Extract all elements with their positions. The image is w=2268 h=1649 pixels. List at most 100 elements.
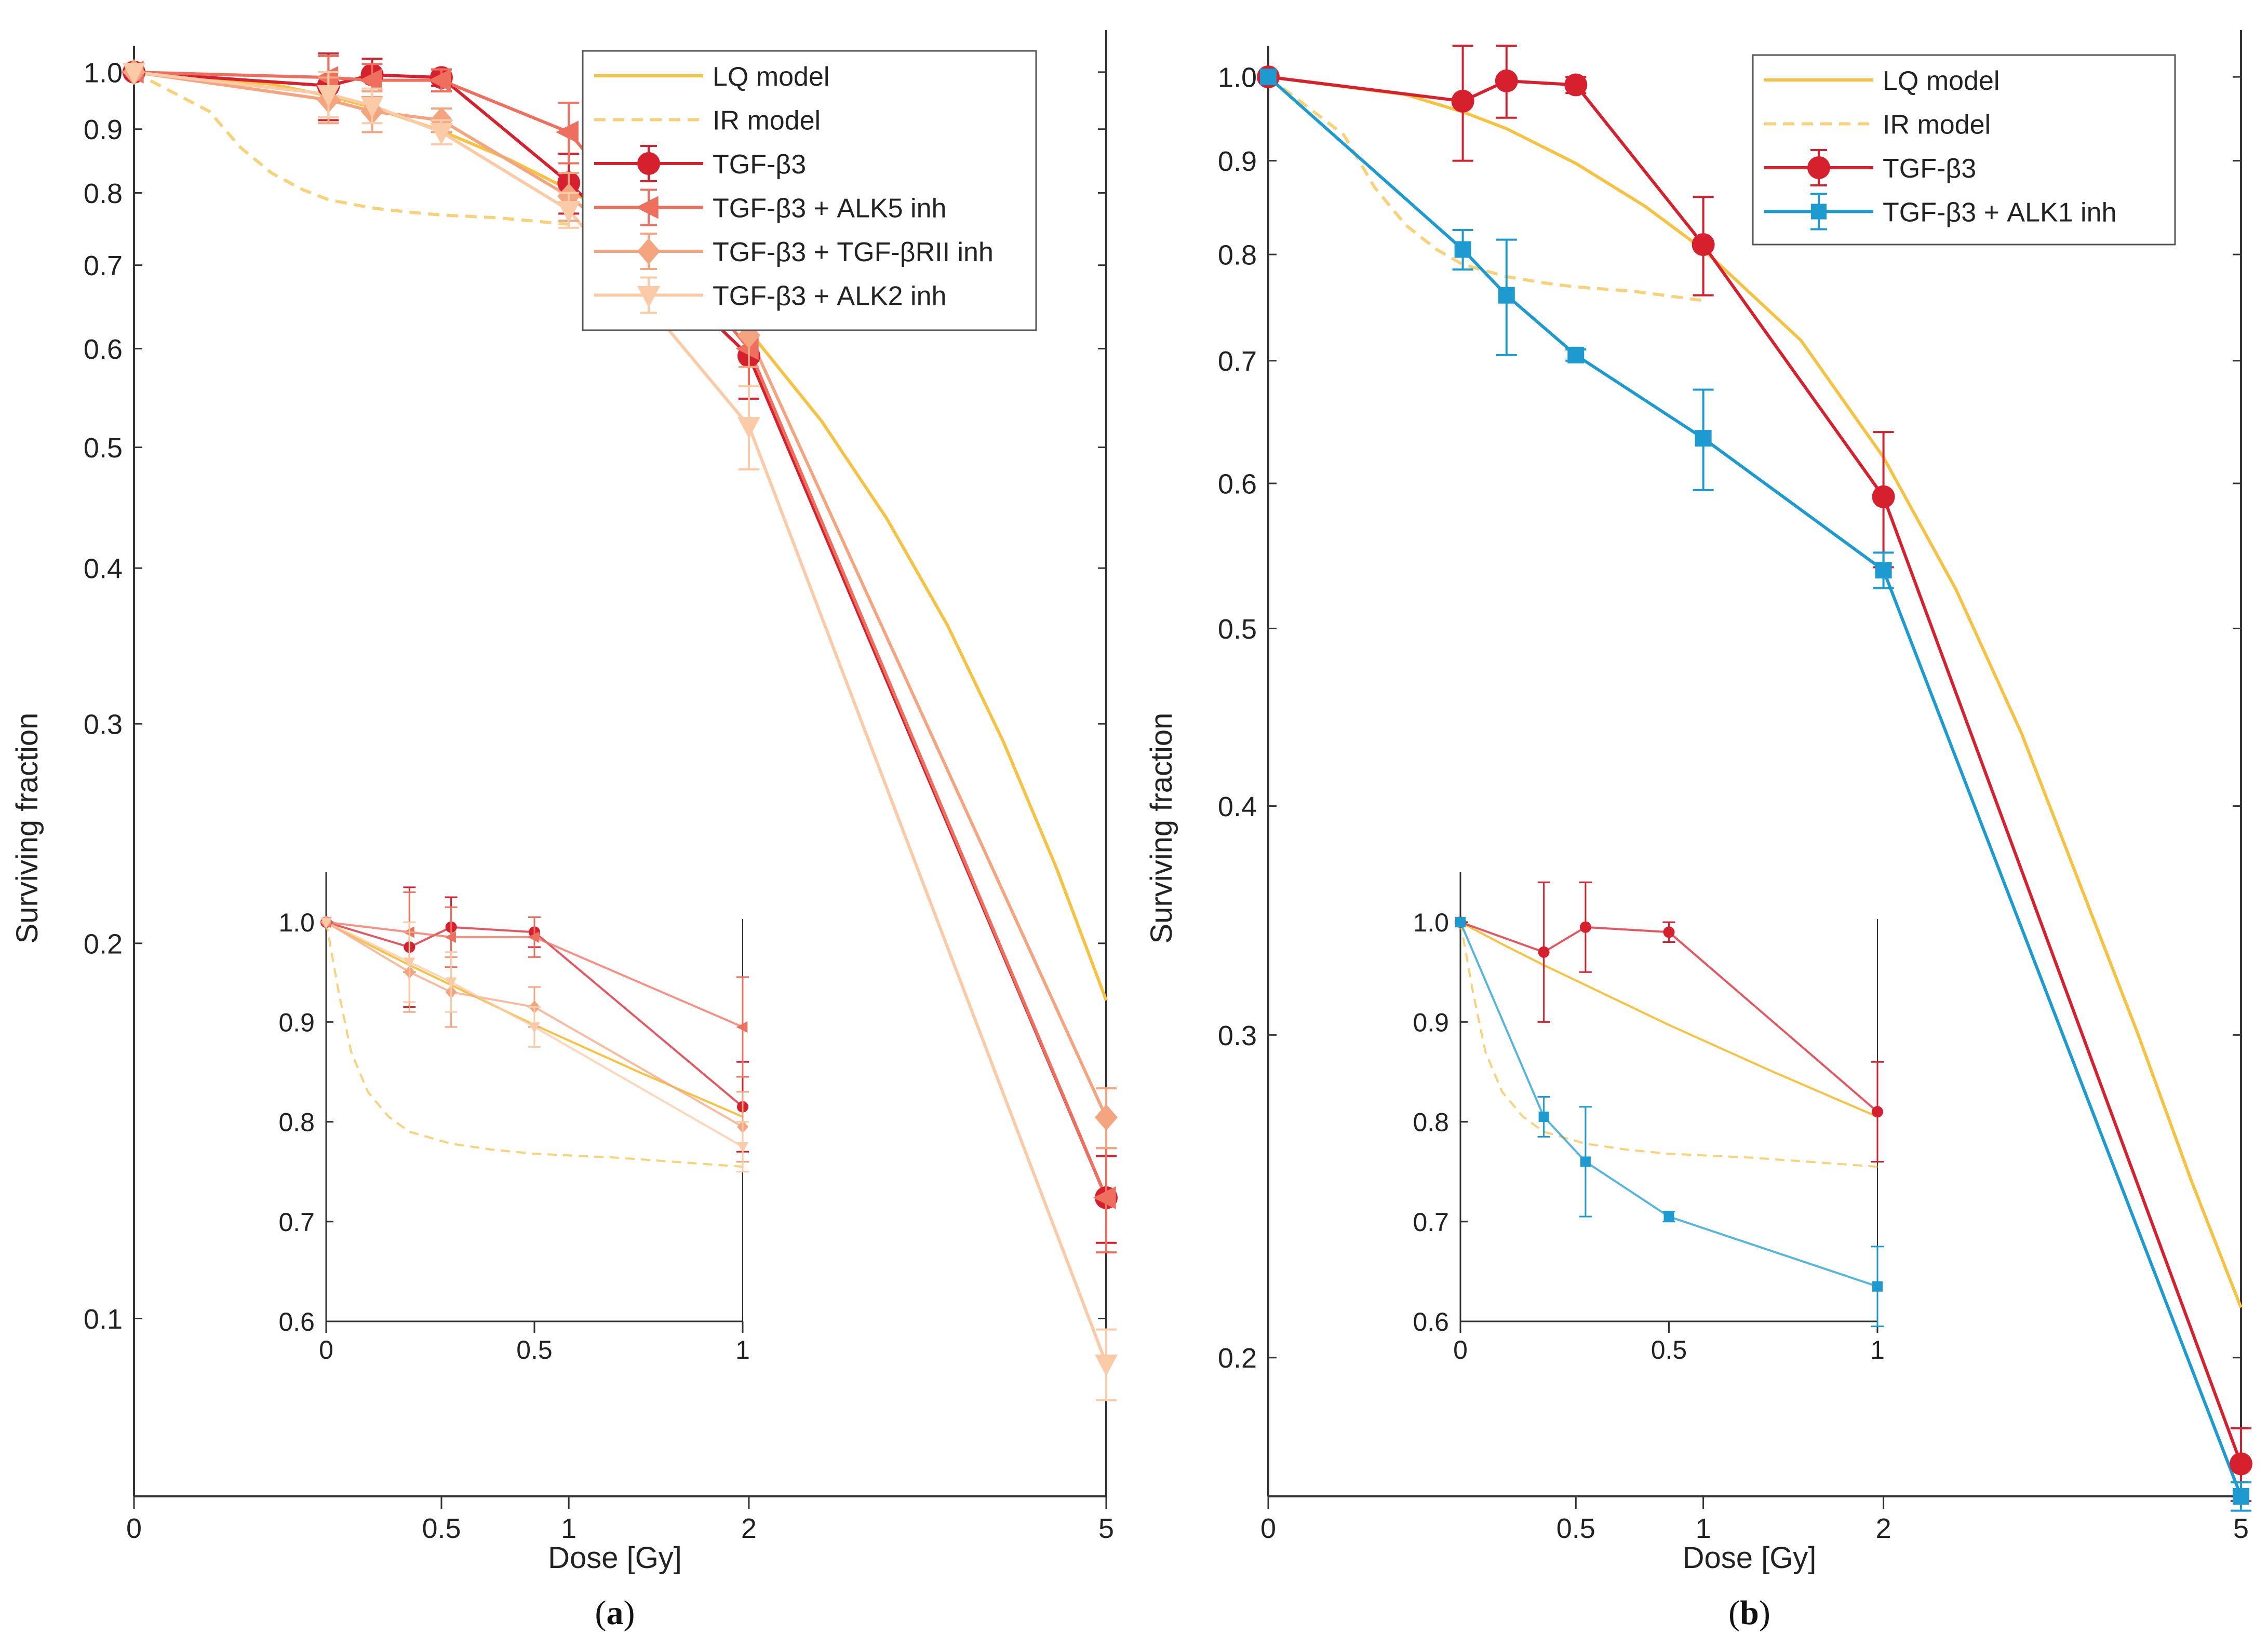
y-tick-label: 0.9 [1413, 1008, 1449, 1037]
panel-label: (a) [595, 1594, 635, 1632]
x-tick-label: 0.5 [516, 1335, 553, 1364]
data-point-marker [1093, 1186, 1116, 1209]
panel-label: (b) [1728, 1594, 1770, 1632]
x-tick-label: 1 [1870, 1335, 1885, 1364]
legend-marker [1811, 204, 1827, 220]
main-plot-1: 0.2 0.3 0.4 0.5 0.6 0.7 0.8 0.9 1.0 0 0.5 1 2 5 LQ mod… [1218, 30, 2252, 1544]
inset-plot-1: 0.6 0.7 0.8 0.9 1.0 0 0.5 1 [1413, 872, 1885, 1364]
data-point-marker [1580, 1156, 1591, 1167]
legend-box [582, 50, 1037, 331]
y-tick-label: 0.7 [1218, 346, 1257, 377]
data-point-marker [1663, 926, 1675, 938]
legend-label: TGF-β3 [713, 150, 806, 180]
y-tick-label: 0.5 [84, 432, 123, 464]
x-tick-label: 0 [1453, 1335, 1468, 1364]
y-tick-label: 0.7 [278, 1208, 315, 1237]
y-tick-label: 0.1 [84, 1304, 123, 1335]
panel-label-close: ) [624, 1594, 635, 1632]
data-point-marker [1872, 485, 1895, 508]
data-point-marker [1455, 917, 1466, 928]
data-point-marker [1454, 241, 1471, 258]
legend-label: TGF-β3 + ALK5 inh [713, 194, 946, 224]
data-point-marker [2230, 1452, 2252, 1476]
y-tick-label: 0.5 [1218, 614, 1257, 645]
y-tick-label: 0.7 [1413, 1208, 1449, 1237]
y-axis-label: Surviving fraction [1145, 713, 1178, 944]
data-point-marker [1495, 69, 1518, 92]
legend-marker [637, 286, 660, 308]
data-point-marker [555, 120, 579, 144]
series-line-tgf-3 [1460, 921, 1878, 1113]
y-tick-label: 0.6 [1218, 468, 1257, 499]
legend-label: LQ model [713, 62, 829, 92]
data-point-marker [430, 123, 453, 145]
x-tick-label: 0.5 [1651, 1335, 1687, 1364]
y-tick-label: 0.4 [1218, 791, 1257, 822]
y-tick-label: 0.8 [278, 1108, 315, 1137]
data-point-marker [1095, 1354, 1118, 1376]
data-point-marker [320, 917, 332, 929]
legend-marker [637, 152, 660, 175]
legend-label: TGF-β3 + TGF-βRII inh [713, 237, 994, 267]
y-tick-label: 0.9 [84, 114, 123, 145]
panel-label-open: ( [595, 1594, 607, 1632]
data-point-marker [404, 957, 415, 969]
legend: LQ model IR model TGF-β3 TGF-β3 + ALK1 inh [1752, 54, 2176, 246]
legend-label: IR model [713, 106, 821, 136]
legend-marker [637, 238, 660, 265]
inset-plot-0: 0.6 0.7 0.8 0.9 1.0 0 0.5 1 [278, 872, 750, 1364]
data-point-marker [1695, 430, 1712, 447]
x-tick-label: 5 [1098, 1513, 1114, 1544]
legend-label: IR model [1883, 110, 1991, 140]
model-curve-ir-model [1459, 922, 1878, 1168]
y-tick-label: 1.0 [1218, 62, 1257, 93]
x-tick-label: 2 [1876, 1513, 1891, 1544]
data-point-marker [1579, 921, 1591, 933]
y-tick-label: 0.6 [1413, 1307, 1449, 1336]
legend-label: TGF-β3 [1883, 154, 1976, 184]
data-point-marker [2233, 1488, 2249, 1505]
series-line-tgf-3 [1268, 75, 2243, 1465]
x-tick-label: 0 [1260, 1513, 1276, 1544]
y-tick-label: 0.9 [1218, 146, 1257, 177]
y-tick-label: 1.0 [278, 908, 315, 937]
y-tick-label: 1.0 [84, 57, 123, 88]
model-curve-ir-model [325, 922, 743, 1168]
x-axis-label: Dose [Gy] [1683, 1541, 1817, 1575]
x-tick-label: 5 [2233, 1513, 2249, 1544]
data-point-marker [528, 931, 540, 943]
y-tick-label: 0.3 [1218, 1020, 1257, 1051]
data-point-marker [1872, 1281, 1883, 1292]
data-point-marker [428, 69, 451, 92]
data-point-marker [1564, 73, 1588, 97]
data-point-marker [736, 1021, 748, 1033]
x-tick-label: 0 [319, 1335, 333, 1364]
model-curve-lq-model [1268, 75, 2243, 1308]
model-curve-ir-model [133, 71, 569, 226]
data-point-marker [1451, 89, 1474, 113]
y-tick-label: 1.0 [1413, 908, 1449, 937]
data-point-marker [444, 931, 456, 943]
y-tick-label: 0.8 [1413, 1108, 1449, 1137]
data-point-marker [737, 417, 760, 439]
y-tick-label: 0.8 [1218, 240, 1257, 271]
panel-label-close: ) [1759, 1594, 1770, 1632]
data-point-marker [1663, 1211, 1674, 1222]
y-tick-label: 0.2 [1218, 1343, 1257, 1374]
y-tick-label: 0.8 [84, 178, 123, 209]
data-point-marker [1260, 69, 1277, 86]
data-point-marker [737, 1142, 748, 1153]
data-point-marker [1095, 1104, 1118, 1131]
y-tick-label: 0.9 [278, 1008, 315, 1037]
legend-label: TGF-β3 + ALK2 inh [713, 281, 946, 312]
panel-label-letter: b [1740, 1594, 1759, 1632]
data-point-marker [1872, 1106, 1883, 1118]
legend-marker [635, 196, 659, 219]
x-tick-label: 0.5 [422, 1513, 461, 1544]
data-point-marker [1498, 287, 1515, 304]
y-tick-label: 0.2 [84, 928, 123, 959]
series-line-tgf-3-alk1-inh [1459, 922, 1878, 1288]
model-curve-ir-model [1267, 75, 1703, 302]
data-point-marker [1567, 346, 1585, 363]
